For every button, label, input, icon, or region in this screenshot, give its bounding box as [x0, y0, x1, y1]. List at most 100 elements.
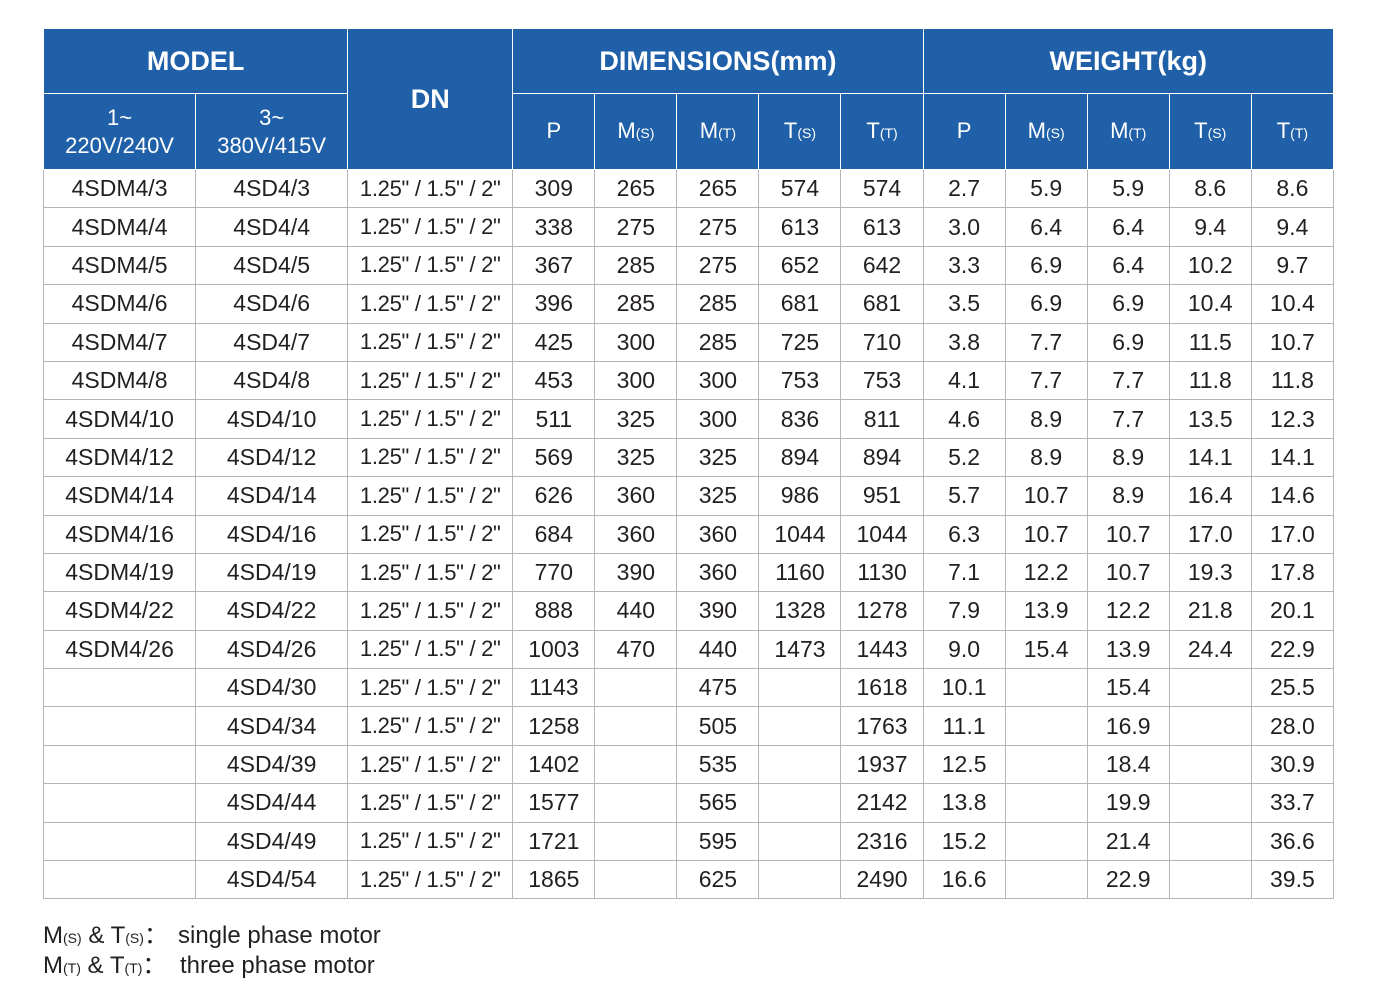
cell-dn: 1.25" / 1.5" / 2" [347, 399, 514, 439]
cell-model-1ph: 4SDM4/5 [42, 245, 197, 286]
table-row: 4SDM4/6 4SD4/6 1.25" / 1.5" / 2" 396 285 285 6… [42, 284, 1335, 324]
cell-dim-mt: 285 [676, 284, 760, 324]
table-row: 4SDM4/5 4SD4/5 1.25" / 1.5" / 2" 367 285 275 6… [42, 245, 1335, 286]
cell-wt-tt: 30.9 [1250, 744, 1335, 785]
cell-model-1ph: 4SDM4/10 [42, 399, 197, 439]
cell-model-3ph: 4SD4/39 [195, 744, 349, 785]
cell-wt-tt: 28.0 [1250, 706, 1335, 746]
cell-dim-ts [758, 783, 842, 823]
cell-dim-mt: 390 [676, 591, 760, 631]
cell-dim-tt: 642 [840, 245, 924, 286]
cell-wt-ms: 7.7 [1004, 360, 1088, 401]
cell-dim-ts: 725 [758, 322, 842, 362]
cell-wt-mt: 12.2 [1086, 591, 1170, 631]
cell-model-1ph [42, 821, 197, 862]
cell-dim-p: 425 [512, 322, 596, 362]
cell-wt-ms: 15.4 [1004, 629, 1088, 670]
cell-model-3ph: 4SD4/22 [195, 591, 349, 631]
cell-wt-mt: 10.7 [1086, 552, 1170, 593]
cell-dim-p: 569 [512, 437, 596, 478]
legend: M(S) & T(S)： single phase motor M(T) & T(… [43, 922, 381, 982]
cell-dim-mt: 275 [676, 207, 760, 247]
cell-dim-mt: 595 [676, 821, 760, 862]
cell-model-3ph: 4SD4/5 [195, 245, 349, 286]
cell-model-3ph: 4SD4/14 [195, 476, 349, 516]
cell-dn: 1.25" / 1.5" / 2" [347, 437, 514, 478]
cell-wt-p: 7.9 [922, 591, 1006, 631]
cell-dim-mt: 360 [676, 514, 760, 554]
cell-dn: 1.25" / 1.5" / 2" [347, 591, 514, 631]
three-phase-symbol: 3~ [259, 104, 285, 130]
cell-wt-mt: 6.4 [1086, 245, 1170, 286]
cell-wt-ms: 7.7 [1004, 322, 1088, 362]
dim-tt-header: T(T) [840, 93, 924, 170]
cell-dim-ts: 1328 [758, 591, 842, 631]
cell-model-3ph: 4SD4/26 [195, 629, 349, 670]
cell-dim-mt: 285 [676, 322, 760, 362]
cell-dim-tt: 811 [840, 399, 924, 439]
table-row: 4SDM4/12 4SD4/12 1.25" / 1.5" / 2" 569 325 32… [42, 437, 1335, 478]
dim-ms-header: M(S) [594, 93, 678, 170]
cell-dim-p: 511 [512, 399, 596, 439]
table-row: 4SD4/30 1.25" / 1.5" / 2" 1143 475 1618 10.1 1… [42, 668, 1335, 708]
cell-wt-p: 3.5 [922, 284, 1006, 324]
table-body: 4SDM4/3 4SD4/3 1.25" / 1.5" / 2" 309 265 265 5… [42, 168, 1335, 900]
cell-model-1ph: 4SDM4/26 [42, 629, 197, 670]
cell-wt-ts: 10.4 [1168, 284, 1252, 324]
cell-wt-p: 10.1 [922, 668, 1006, 708]
cell-model-3ph: 4SD4/3 [195, 168, 349, 209]
cell-wt-tt: 8.6 [1250, 168, 1335, 209]
cell-wt-tt: 17.0 [1250, 514, 1335, 554]
cell-dim-p: 770 [512, 552, 596, 593]
cell-model-1ph [42, 668, 197, 708]
table-row: 4SD4/44 1.25" / 1.5" / 2" 1577 565 2142 13.8 1… [42, 783, 1335, 823]
cell-wt-ts: 11.8 [1168, 360, 1252, 401]
cell-wt-tt: 17.8 [1250, 552, 1335, 593]
cell-wt-ms: 10.7 [1004, 514, 1088, 554]
cell-model-1ph [42, 744, 197, 785]
cell-wt-ts [1168, 860, 1252, 900]
cell-wt-ts [1168, 706, 1252, 746]
cell-wt-tt: 10.4 [1250, 284, 1335, 324]
cell-dim-ms: 325 [594, 437, 678, 478]
cell-wt-tt: 25.5 [1250, 668, 1335, 708]
cell-dim-ms: 285 [594, 284, 678, 324]
cell-wt-mt: 10.7 [1086, 514, 1170, 554]
cell-dim-p: 1721 [512, 821, 596, 862]
cell-dim-mt: 505 [676, 706, 760, 746]
cell-dim-p: 684 [512, 514, 596, 554]
cell-dim-ts: 613 [758, 207, 842, 247]
cell-wt-mt: 19.9 [1086, 783, 1170, 823]
cell-wt-tt: 12.3 [1250, 399, 1335, 439]
cell-model-1ph: 4SDM4/12 [42, 437, 197, 478]
cell-wt-ts: 19.3 [1168, 552, 1252, 593]
cell-model-1ph [42, 783, 197, 823]
cell-dim-p: 1402 [512, 744, 596, 785]
cell-wt-mt: 16.9 [1086, 706, 1170, 746]
cell-dim-p: 1003 [512, 629, 596, 670]
cell-wt-mt: 6.9 [1086, 284, 1170, 324]
cell-dim-ms: 440 [594, 591, 678, 631]
cell-wt-p: 3.0 [922, 207, 1006, 247]
cell-wt-mt: 5.9 [1086, 168, 1170, 209]
cell-wt-ts [1168, 821, 1252, 862]
cell-dim-tt: 753 [840, 360, 924, 401]
dim-ts-header: T(S) [758, 93, 842, 170]
cell-dim-ms [594, 706, 678, 746]
cell-dim-tt: 2142 [840, 783, 924, 823]
cell-wt-ts: 14.1 [1168, 437, 1252, 478]
cell-wt-tt: 22.9 [1250, 629, 1335, 670]
cell-wt-ts: 13.5 [1168, 399, 1252, 439]
cell-wt-p: 6.3 [922, 514, 1006, 554]
cell-model-1ph: 4SDM4/3 [42, 168, 197, 209]
cell-wt-mt: 8.9 [1086, 437, 1170, 478]
cell-model-1ph [42, 860, 197, 900]
cell-wt-tt: 39.5 [1250, 860, 1335, 900]
cell-model-3ph: 4SD4/44 [195, 783, 349, 823]
cell-dim-p: 626 [512, 476, 596, 516]
cell-dn: 1.25" / 1.5" / 2" [347, 552, 514, 593]
spec-table: MODEL DN DIMENSIONS(mm) WEIGHT(kg) 1~ 22… [42, 28, 1335, 900]
table-row: 4SDM4/3 4SD4/3 1.25" / 1.5" / 2" 309 265 265 5… [42, 168, 1335, 209]
cell-dim-mt: 625 [676, 860, 760, 900]
cell-dim-tt: 574 [840, 168, 924, 209]
